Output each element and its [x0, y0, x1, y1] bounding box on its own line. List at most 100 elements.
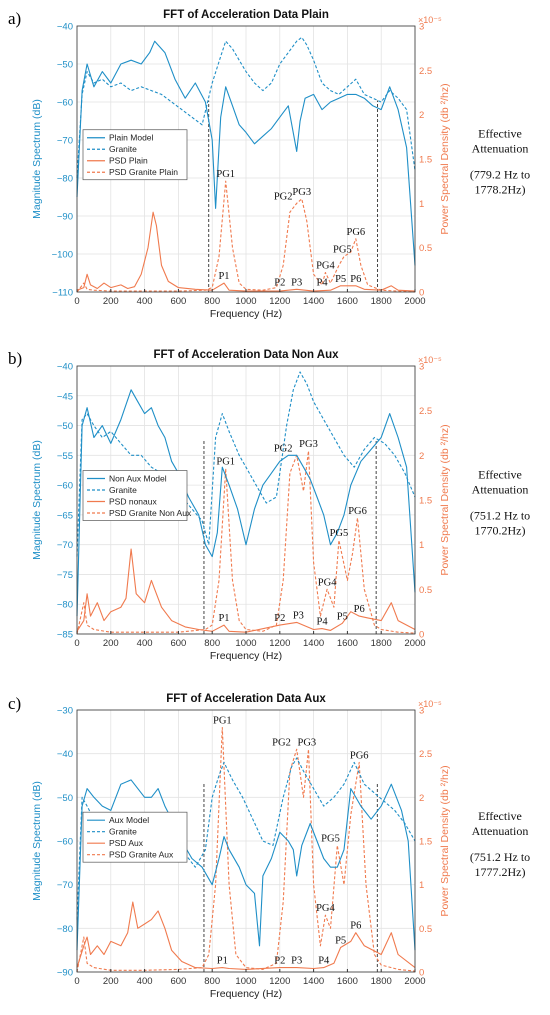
side-note-line2: Attenuation — [472, 483, 529, 497]
y-tick-label-right: 1 — [419, 199, 424, 210]
panel-letter: b) — [8, 349, 22, 368]
x-tick-label: 1000 — [235, 976, 256, 987]
right-axis-exponent: ×10⁻⁵ — [418, 15, 442, 25]
legend-entry: Granite — [109, 827, 137, 837]
x-axis-label: Frequency (Hz) — [210, 308, 282, 320]
panel-letter: c) — [8, 694, 21, 713]
y-tick-label-right: 1 — [419, 540, 424, 551]
y-tick-label-left: −75 — [57, 570, 73, 581]
side-note-line4: 1777.2Hz) — [475, 865, 526, 879]
legend-entry: Non Aux Model — [109, 474, 167, 484]
y-tick-label-left: −60 — [57, 481, 73, 492]
x-tick-label: 1800 — [371, 296, 392, 307]
y-tick-label-left: −40 — [57, 362, 73, 373]
y-tick-label-right: 2 — [419, 110, 424, 121]
x-tick-label: 1600 — [337, 976, 358, 987]
legend-entry: PSD Granite Non Aux — [109, 508, 192, 518]
peak-label-pg6: PG6 — [347, 227, 366, 238]
x-tick-label: 200 — [103, 638, 119, 649]
peak-label-pg5: PG5 — [330, 528, 349, 539]
y-tick-label-left: −90 — [57, 968, 73, 979]
y-tick-label-left: −60 — [57, 837, 73, 848]
side-note-line3: (751.2 Hz to — [470, 509, 530, 523]
series-line-psd-nonaux — [76, 548, 416, 633]
peak-label-p6: P6 — [350, 921, 361, 932]
x-tick-label: 1600 — [337, 296, 358, 307]
peak-label-p2: P2 — [274, 956, 285, 967]
y-tick-label-right: 1.5 — [419, 155, 432, 166]
y-axis-label-right: Power Spectral Density (db ²/hz) — [439, 83, 451, 234]
y-tick-label-left: −50 — [57, 60, 73, 71]
legend-entry: PSD Plain — [109, 156, 148, 166]
peak-label-p1: P1 — [218, 271, 229, 282]
x-axis-label: Frequency (Hz) — [210, 650, 282, 662]
peak-label-pg3: PG3 — [297, 737, 316, 748]
y-axis-label-right: Power Spectral Density (db ²/hz) — [439, 424, 451, 575]
side-note-line4: 1770.2Hz) — [475, 524, 526, 538]
x-tick-label: 0 — [74, 638, 79, 649]
y-tick-label-left: −60 — [57, 98, 73, 109]
panel-letter: a) — [8, 9, 21, 28]
y-tick-label-right: 2.5 — [419, 406, 432, 417]
peak-label-pg6: PG6 — [348, 506, 367, 517]
chart-title: FFT of Acceleration Data Non Aux — [153, 349, 339, 361]
y-tick-label-left: −30 — [57, 706, 73, 717]
y-tick-label-right: 0.5 — [419, 924, 432, 935]
chart-panel-3: c) FFT of Acceleration Data Aux 0 200 400 600… — [8, 693, 530, 1000]
y-tick-label-right: 1 — [419, 880, 424, 891]
legend-entry: PSD Granite Plain — [109, 167, 178, 177]
x-tick-label: 400 — [137, 638, 153, 649]
peak-label-pg4: PG4 — [318, 577, 337, 588]
peak-label-p4: P4 — [317, 617, 329, 628]
y-tick-label-left: −50 — [57, 793, 73, 804]
x-tick-label: 1400 — [303, 638, 324, 649]
series-line-psd-granite-plain — [76, 180, 416, 293]
y-axis-label-left: Magnitude Spectrum (dB) — [31, 440, 43, 560]
y-tick-label-left: −80 — [57, 174, 73, 185]
x-tick-label: 200 — [103, 296, 119, 307]
y-tick-label-left: −70 — [57, 880, 73, 891]
y-tick-label-left: −70 — [57, 136, 73, 147]
peak-label-p1: P1 — [217, 956, 228, 967]
peak-label-p5: P5 — [335, 936, 346, 947]
y-tick-label-right: 3 — [419, 22, 424, 33]
right-axis-exponent: ×10⁻⁵ — [418, 699, 442, 709]
legend-entry: PSD Granite Aux — [109, 850, 174, 860]
peak-label-pg5: PG5 — [321, 833, 340, 844]
side-note-line1: Effective — [478, 468, 522, 482]
series-line-aux-model — [76, 779, 416, 951]
peak-label-pg5: PG5 — [333, 245, 352, 256]
y-tick-label-left: −70 — [57, 540, 73, 551]
x-tick-label: 2000 — [404, 296, 425, 307]
x-tick-label: 1800 — [371, 976, 392, 987]
chart-panel-2: b) FFT of Acceleration Data Non Aux 0 200 40… — [8, 349, 530, 662]
peak-label-p3: P3 — [291, 277, 302, 288]
x-tick-label: 600 — [170, 296, 186, 307]
y-axis-label-left: Magnitude Spectrum (dB) — [31, 781, 43, 901]
y-tick-label-left: −40 — [57, 749, 73, 760]
y-tick-label-right: 3 — [419, 706, 424, 717]
right-axis-exponent: ×10⁻⁵ — [418, 355, 442, 365]
y-tick-label-left: −50 — [57, 421, 73, 432]
y-tick-label-left: −65 — [57, 510, 73, 521]
peak-label-pg1: PG1 — [216, 169, 235, 180]
y-tick-label-right: 2.5 — [419, 749, 432, 760]
y-tick-label-right: 2 — [419, 451, 424, 462]
peak-label-pg4: PG4 — [316, 260, 335, 271]
y-tick-label-right: 0 — [419, 288, 424, 299]
legend-entry: PSD Aux — [109, 838, 144, 848]
peak-label-p1: P1 — [218, 613, 229, 624]
x-tick-label: 1000 — [235, 638, 256, 649]
y-tick-label-right: 2.5 — [419, 66, 432, 77]
legend-entry: Aux Model — [109, 815, 149, 825]
x-tick-label: 400 — [137, 296, 153, 307]
side-note-line1: Effective — [478, 127, 522, 141]
x-tick-label: 2000 — [404, 638, 425, 649]
series-line-granite — [76, 371, 416, 557]
x-tick-label: 600 — [170, 976, 186, 987]
peak-label-p5: P5 — [335, 274, 346, 285]
peak-label-p2: P2 — [274, 613, 285, 624]
side-note-line1: Effective — [478, 809, 522, 823]
side-note-line4: 1778.2Hz) — [475, 183, 526, 197]
